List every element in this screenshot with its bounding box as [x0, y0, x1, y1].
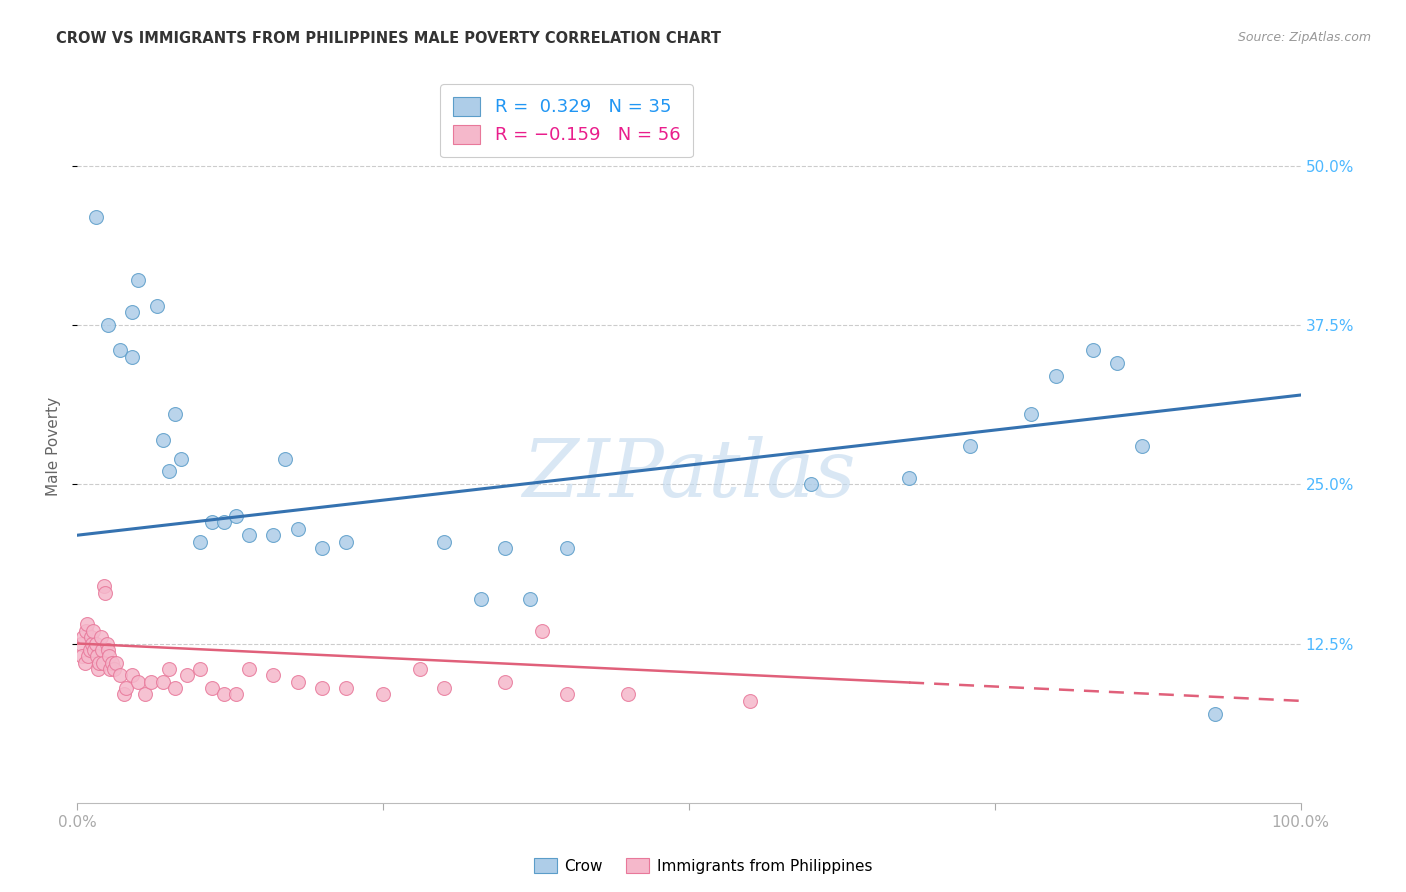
Point [617, 688, 640, 702]
Point [335, 534, 357, 549]
Point [121, 350, 143, 364]
Point [188, 662, 211, 676]
Point [201, 516, 224, 530]
Point [959, 439, 981, 453]
Point [112, 688, 135, 702]
Point [238, 662, 260, 676]
Point [740, 694, 762, 708]
Point [157, 465, 180, 479]
Point [72, 630, 94, 644]
Point [157, 662, 180, 676]
Point [139, 674, 162, 689]
Point [96, 636, 118, 650]
Point [262, 528, 284, 542]
Point [1204, 706, 1226, 721]
Point [238, 528, 260, 542]
Point [371, 688, 394, 702]
Point [170, 451, 193, 466]
Point [121, 668, 143, 682]
Point [262, 668, 284, 682]
Point [108, 668, 131, 682]
Point [77, 649, 100, 664]
Point [409, 662, 432, 676]
Point [898, 471, 921, 485]
Text: CROW VS IMMIGRANTS FROM PHILIPPINES MALE POVERTY CORRELATION CHART: CROW VS IMMIGRANTS FROM PHILIPPINES MALE… [56, 31, 721, 46]
Point [98, 649, 121, 664]
Point [97, 318, 120, 332]
Point [433, 534, 456, 549]
Point [225, 688, 247, 702]
Point [103, 662, 125, 676]
Point [128, 273, 150, 287]
Point [287, 522, 309, 536]
Point [115, 681, 138, 695]
Point [76, 617, 98, 632]
Text: Source: ZipAtlas.com: Source: ZipAtlas.com [1237, 31, 1371, 45]
Point [83, 643, 105, 657]
Point [1045, 368, 1067, 383]
Point [84, 210, 107, 224]
Point [165, 681, 187, 695]
Point [84, 636, 107, 650]
Point [531, 624, 554, 638]
Point [75, 624, 97, 638]
Point [555, 688, 578, 702]
Point [1107, 356, 1129, 370]
Legend: R =  0.329   N = 35, R = −0.159   N = 56: R = 0.329 N = 35, R = −0.159 N = 56 [440, 84, 693, 157]
Point [79, 643, 101, 657]
Point [1021, 407, 1043, 421]
Legend: Crow, Immigrants from Philippines: Crow, Immigrants from Philippines [527, 852, 879, 880]
Point [311, 541, 333, 555]
Point [800, 477, 823, 491]
Point [97, 643, 120, 657]
Point [212, 516, 235, 530]
Text: ZIPatlas: ZIPatlas [522, 436, 856, 513]
Point [335, 681, 357, 695]
Point [128, 674, 150, 689]
Point [287, 674, 309, 689]
Point [105, 656, 128, 670]
Point [89, 656, 111, 670]
Point [470, 591, 492, 606]
Point [201, 681, 224, 695]
Point [94, 585, 117, 599]
Point [134, 688, 156, 702]
Point [146, 299, 169, 313]
Point [176, 668, 198, 682]
Point [87, 662, 110, 676]
Point [1130, 439, 1153, 453]
Point [555, 541, 578, 555]
Point [82, 624, 104, 638]
Point [188, 534, 211, 549]
Point [311, 681, 333, 695]
Point [93, 579, 115, 593]
Point [86, 649, 108, 664]
Point [100, 656, 122, 670]
Point [73, 656, 96, 670]
Point [212, 688, 235, 702]
Point [70, 649, 93, 664]
Point [80, 636, 103, 650]
Point [70, 636, 93, 650]
Point [121, 305, 143, 319]
Point [433, 681, 456, 695]
Point [165, 407, 187, 421]
Point [90, 643, 112, 657]
Point [152, 433, 174, 447]
Point [1081, 343, 1104, 358]
Point [80, 630, 103, 644]
Point [495, 541, 517, 555]
Point [98, 662, 121, 676]
Point [519, 591, 541, 606]
Point [495, 674, 517, 689]
Point [108, 343, 131, 358]
Point [152, 674, 174, 689]
Point [274, 451, 297, 466]
Y-axis label: Male Poverty: Male Poverty [46, 396, 62, 496]
Point [91, 656, 114, 670]
Point [225, 509, 247, 524]
Point [90, 630, 112, 644]
